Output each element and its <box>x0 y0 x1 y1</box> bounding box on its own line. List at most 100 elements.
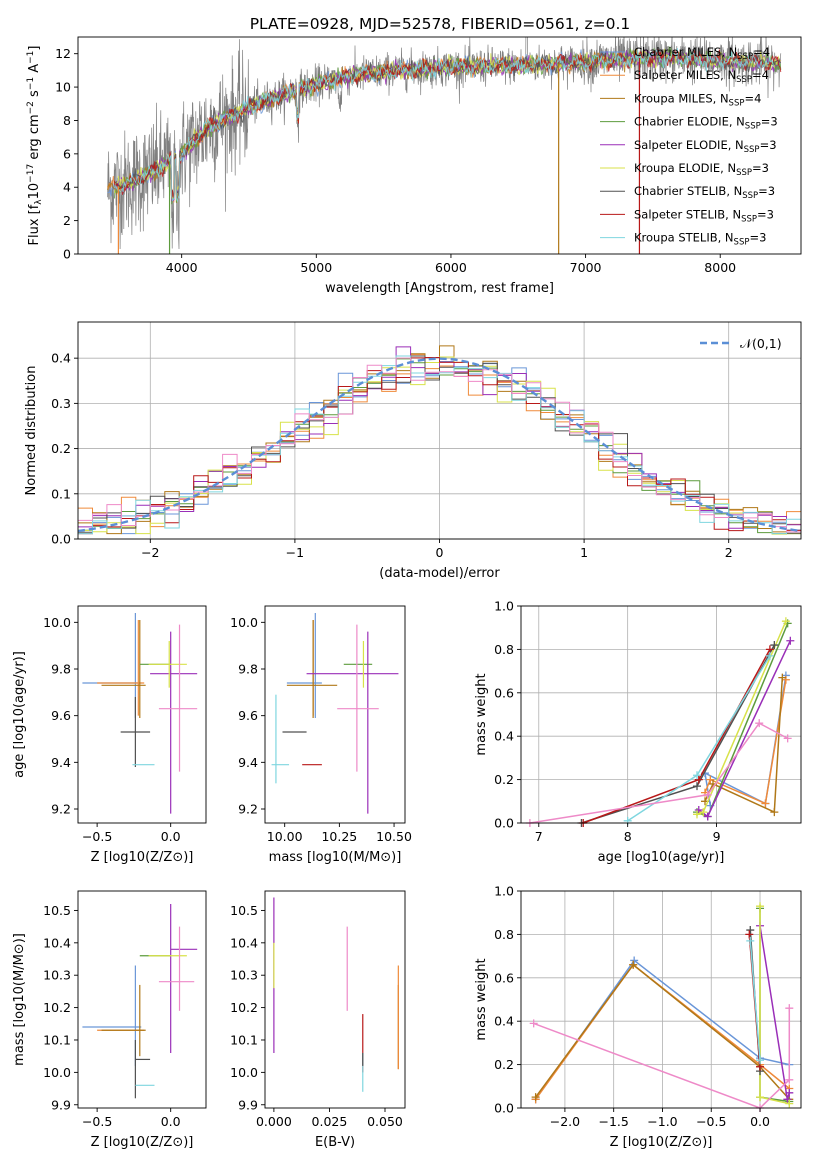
x-tick-label: −2.0 <box>550 1114 580 1129</box>
weight-line <box>704 679 787 805</box>
weight-marker <box>746 926 755 935</box>
y-tick-label: 9.8 <box>51 662 71 677</box>
y-tick-label: 10.0 <box>230 615 258 630</box>
weight-line <box>529 722 789 824</box>
y-axis-label: Flux [fλ10−17 erg cm−2 s−1 A−1] <box>26 46 44 246</box>
x-tick-label: 0.0 <box>161 829 181 844</box>
y-axis-label: mass weight <box>474 673 489 755</box>
data-point <box>286 620 338 718</box>
y-tick-label: 9.9 <box>238 1097 258 1112</box>
legend: 𝒩(0,1) <box>700 336 782 351</box>
weight-marker <box>761 799 770 808</box>
data-point <box>337 624 379 772</box>
weight-marker <box>529 1019 538 1028</box>
x-tick-label: 0.050 <box>367 1114 403 1129</box>
y-tick-label: 8 <box>63 113 71 128</box>
weight-marker <box>693 771 701 780</box>
panel-mass-vs-EBV: 0.000 0.025 0.050 9.9 10.0 10.1 10.2 10.3 10.4 10… <box>230 890 406 1150</box>
legend-value: =3 <box>760 138 777 152</box>
x-tick-label: −1.0 <box>647 1114 677 1129</box>
y-tick-label: 9.8 <box>238 662 258 677</box>
panel-weight-vs-Z: −2.0 −1.5 −1.0 −0.5 0.0 0.0 0.2 0.4 0.6 0.8 1.0 Z [… <box>474 884 802 1150</box>
x-tick-label: 2 <box>725 545 733 560</box>
y-tick-label: 9.2 <box>238 802 258 817</box>
y-tick-label: 10.5 <box>43 903 71 918</box>
x-tick-label: 6000 <box>435 260 467 275</box>
x-tick-label: −0.5 <box>82 1114 112 1129</box>
data-point <box>134 1039 151 1099</box>
axes-frame <box>264 605 406 824</box>
data-point <box>101 984 146 1057</box>
y-tick-label: 10.1 <box>43 1032 71 1047</box>
weight-marker <box>630 956 639 965</box>
weight-marker <box>785 1075 794 1084</box>
y-tick-label: 10.3 <box>43 968 71 983</box>
x-axis-label: Z [log10(Z/Z⊙)] <box>91 1135 194 1150</box>
y-tick-label: 0.3 <box>51 396 71 411</box>
weight-marker <box>745 930 754 939</box>
legend-subscript: SSP <box>744 145 760 155</box>
y-tick-label: 4 <box>63 180 71 195</box>
data-point <box>150 631 198 814</box>
data-point <box>120 697 151 767</box>
plot-area <box>271 613 399 814</box>
panel-weight-vs-age: 7 8 9 0.0 0.2 0.4 0.6 0.8 1.0 age [log10(age/yr)]… <box>474 599 802 865</box>
legend-value: =3 <box>757 207 774 221</box>
legend-subscript: SSP <box>734 238 750 248</box>
y-tick-label: 0.0 <box>51 532 71 547</box>
x-axis-label: E(B-V) <box>315 1135 355 1150</box>
panel-residuals: −2 −1 0 1 2 0.0 0.1 0.2 0.3 0.4 (data-model)/error… <box>24 321 802 581</box>
plot-area <box>107 37 782 254</box>
data-point <box>170 903 198 1053</box>
weight-marker <box>756 902 765 911</box>
axes-frame <box>264 890 406 1109</box>
legend-entry: 𝒩(0,1) <box>740 336 782 351</box>
x-tick-label: 0 <box>436 545 444 560</box>
y-tick-label: 0.6 <box>494 970 514 985</box>
legend-value: =3 <box>749 231 766 245</box>
y-tick-label: 10.0 <box>230 1065 258 1080</box>
x-tick-label: 7 <box>535 829 543 844</box>
data-point <box>101 620 146 718</box>
weight-marker <box>699 808 708 817</box>
weight-line <box>749 940 761 1061</box>
weight-marker <box>694 775 703 784</box>
weight-marker <box>783 734 792 743</box>
legend-value: =4 <box>752 68 769 82</box>
y-tick-label: 2 <box>63 213 71 228</box>
legend-entry: Chabrier MILES, NSSP=4 <box>634 45 770 62</box>
x-tick-label: 1 <box>580 545 588 560</box>
residual-histogram <box>78 357 801 533</box>
legend-entry: Kroupa ELODIE, NSSP=3 <box>634 161 769 178</box>
y-tick-label: 10.0 <box>43 615 71 630</box>
y-tick-label: 10.2 <box>230 1000 258 1015</box>
legend-entry: Salpeter MILES, NSSP=4 <box>634 68 769 85</box>
weight-marker <box>531 1093 540 1102</box>
y-tick-label: 0.6 <box>494 685 514 700</box>
y-tick-label: 0.4 <box>494 1014 514 1029</box>
x-tick-label: 0.025 <box>312 1114 348 1129</box>
normal-reference-curve <box>77 357 802 533</box>
y-tick-label: 10 <box>55 80 71 95</box>
x-tick-label: 0.0 <box>750 1114 770 1129</box>
y-tick-label: 9.2 <box>51 802 71 817</box>
weight-marker <box>765 651 774 660</box>
y-tick-label: 0.1 <box>51 486 71 501</box>
legend-value: =4 <box>744 91 761 105</box>
y-tick-label: 9.6 <box>238 708 258 723</box>
weight-marker <box>746 936 755 945</box>
weight-marker <box>756 1093 765 1102</box>
plot-area <box>273 897 399 1092</box>
y-tick-label: 0.0 <box>494 1101 514 1116</box>
legend-entry: Salpeter ELODIE, NSSP=3 <box>634 138 777 155</box>
axes-frame <box>77 890 207 1109</box>
weight-marker <box>755 719 764 728</box>
plot-area <box>82 613 198 814</box>
y-tick-label: 10.2 <box>43 1000 71 1015</box>
x-tick-label: 4000 <box>166 260 198 275</box>
data-point <box>158 926 195 1011</box>
y-tick-label: 0.4 <box>494 729 514 744</box>
y-tick-label: 10.3 <box>230 968 258 983</box>
panels: 4000 5000 6000 7000 8000024681012wavelength … <box>12 36 802 1150</box>
y-axis-label: Normed distribution <box>24 366 39 496</box>
